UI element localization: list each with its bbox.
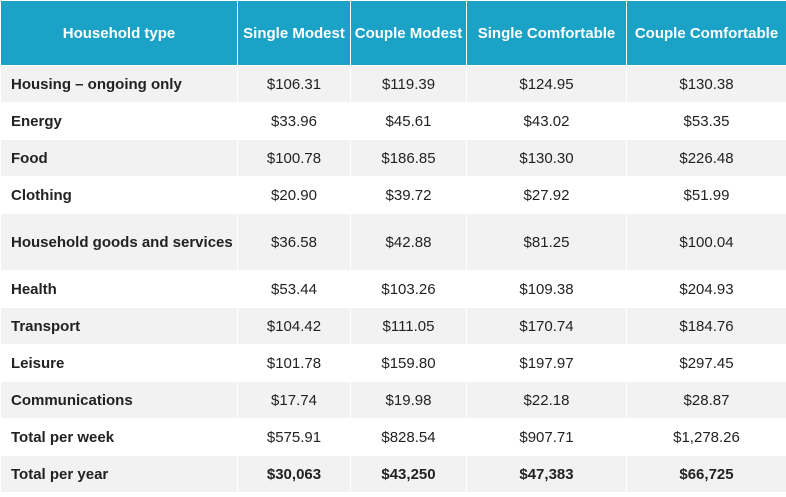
row-label: Leisure [0,344,238,382]
table-row: Energy $33.96 $45.61 $43.02 $53.35 [0,102,786,140]
header-single-modest: Single Modest [237,0,351,66]
cell-value: $53.44 [237,270,351,308]
cell-value: $39.72 [350,176,467,214]
cell-value: $575.91 [237,418,351,456]
cell-value: $47,383 [466,455,627,493]
cell-value: $53.35 [626,102,786,140]
cell-value: $1,278.26 [626,418,786,456]
cell-value: $186.85 [350,139,467,177]
row-label: Energy [0,102,238,140]
cell-value: $130.30 [466,139,627,177]
header-household-type: Household type [0,0,238,66]
table-row: Communications $17.74 $19.98 $22.18 $28.… [0,381,786,419]
table-row: Transport $104.42 $111.05 $170.74 $184.7… [0,307,786,345]
cell-value: $20.90 [237,176,351,214]
table-row: Food $100.78 $186.85 $130.30 $226.48 [0,139,786,177]
cell-value: $111.05 [350,307,467,345]
cell-value: $170.74 [466,307,627,345]
cell-value: $33.96 [237,102,351,140]
cell-value: $124.95 [466,65,627,103]
row-label: Communications [0,381,238,419]
cell-value: $81.25 [466,213,627,271]
cell-value: $51.99 [626,176,786,214]
cell-value: $27.92 [466,176,627,214]
cell-value: $43,250 [350,455,467,493]
cell-value: $22.18 [466,381,627,419]
table-row: Housing – ongoing only $106.31 $119.39 $… [0,65,786,103]
cell-value: $103.26 [350,270,467,308]
cell-value: $130.38 [626,65,786,103]
cell-value: $828.54 [350,418,467,456]
cell-value: $226.48 [626,139,786,177]
cell-value: $66,725 [626,455,786,493]
cell-value: $101.78 [237,344,351,382]
header-single-comfortable: Single Comfortable [466,0,627,66]
table-row: Total per week $575.91 $828.54 $907.71 $… [0,418,786,456]
cell-value: $42.88 [350,213,467,271]
cell-value: $197.97 [466,344,627,382]
header-row: Household type Single Modest Couple Mode… [0,0,786,66]
cell-value: $119.39 [350,65,467,103]
row-label: Housing – ongoing only [0,65,238,103]
table-row: Health $53.44 $103.26 $109.38 $204.93 [0,270,786,308]
cell-value: $104.42 [237,307,351,345]
cell-value: $45.61 [350,102,467,140]
row-label: Total per week [0,418,238,456]
header-couple-comfortable: Couple Comfortable [626,0,786,66]
table-row: Clothing $20.90 $39.72 $27.92 $51.99 [0,176,786,214]
cell-value: $28.87 [626,381,786,419]
cell-value: $100.04 [626,213,786,271]
table-row: Household goods and services $36.58 $42.… [0,213,786,271]
table-row: Leisure $101.78 $159.80 $197.97 $297.45 [0,344,786,382]
cell-value: $297.45 [626,344,786,382]
row-label: Transport [0,307,238,345]
row-label: Clothing [0,176,238,214]
row-label: Household goods and services [0,213,238,271]
cell-value: $100.78 [237,139,351,177]
cell-value: $907.71 [466,418,627,456]
cell-value: $106.31 [237,65,351,103]
cell-value: $19.98 [350,381,467,419]
header-couple-modest: Couple Modest [350,0,467,66]
cell-value: $159.80 [350,344,467,382]
row-label: Health [0,270,238,308]
cell-value: $184.76 [626,307,786,345]
row-label: Food [0,139,238,177]
cell-value: $17.74 [237,381,351,419]
cell-value: $30,063 [237,455,351,493]
cell-value: $204.93 [626,270,786,308]
table-row-total-per-year: Total per year $30,063 $43,250 $47,383 $… [0,455,786,493]
cell-value: $36.58 [237,213,351,271]
row-label: Total per year [0,455,238,493]
cell-value: $109.38 [466,270,627,308]
cell-value: $43.02 [466,102,627,140]
